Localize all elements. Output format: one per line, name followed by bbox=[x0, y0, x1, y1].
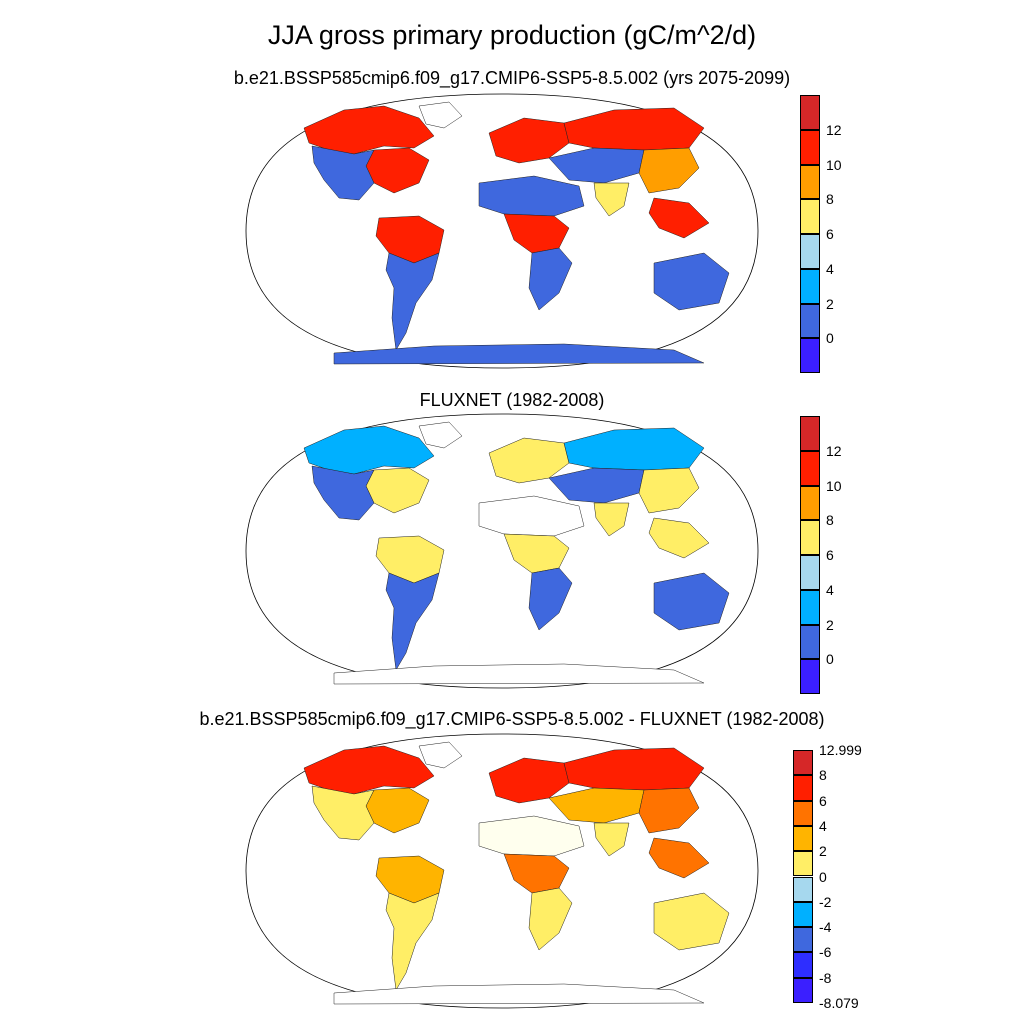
colorbar-swatch bbox=[800, 129, 820, 165]
region-east-asia bbox=[638, 467, 700, 514]
region-east-asia bbox=[638, 147, 700, 194]
colorbar-swatch bbox=[793, 977, 813, 1003]
region-se-asia bbox=[648, 517, 710, 559]
colorbar-swatch bbox=[800, 303, 820, 339]
region-south-america-south bbox=[385, 892, 440, 991]
colorbar-swatch bbox=[793, 750, 813, 776]
region-greenland bbox=[418, 421, 463, 449]
map-obs bbox=[245, 413, 759, 689]
region-sahara bbox=[478, 495, 585, 537]
panel-title-model: b.e21.BSSP585cmip6.f09_g17.CMIP6-SSP5-8.… bbox=[233, 68, 791, 88]
region-antarctica bbox=[333, 343, 705, 365]
region-sahara bbox=[478, 815, 585, 857]
region-europe bbox=[488, 437, 570, 484]
colorbar-label: 12 bbox=[826, 442, 842, 459]
colorbar-label: 0 bbox=[819, 868, 827, 885]
region-australia bbox=[653, 252, 730, 311]
region-canada-boreal bbox=[303, 425, 435, 475]
colorbar-swatch bbox=[800, 624, 820, 660]
colorbar-label: 0 bbox=[826, 651, 834, 668]
colorbar-diff: 12.999 8 6 4 2 0 -2 -4 -6 -8 -8.079 bbox=[793, 742, 863, 1011]
colorbar-swatch bbox=[800, 164, 820, 200]
colorbar-swatch bbox=[793, 952, 813, 978]
colorbar-swatch bbox=[800, 450, 820, 486]
colorbar-swatch bbox=[800, 95, 820, 130]
region-se-asia bbox=[648, 837, 710, 879]
colorbar-label: 10 bbox=[826, 156, 842, 173]
colorbar-swatch bbox=[800, 416, 820, 451]
colorbar-label: 6 bbox=[819, 792, 827, 809]
colorbar-swatch bbox=[793, 927, 813, 953]
region-southern-africa bbox=[528, 567, 573, 631]
colorbar-swatch bbox=[800, 555, 820, 590]
colorbar-swatch bbox=[793, 851, 813, 877]
colorbar-label: 12.999 bbox=[819, 742, 862, 758]
region-canada-boreal bbox=[303, 105, 435, 155]
region-east-asia bbox=[638, 787, 700, 834]
colorbar-label: -2 bbox=[819, 893, 832, 910]
colorbar-model: 12 10 8 6 4 2 0 bbox=[800, 95, 860, 373]
map-model bbox=[245, 93, 759, 369]
colorbar-label: 2 bbox=[826, 616, 834, 633]
region-south-america-south bbox=[385, 252, 440, 351]
colorbar-swatch bbox=[793, 901, 813, 928]
colorbar-swatch bbox=[793, 876, 813, 902]
panel-title-obs: FLUXNET (1982-2008) bbox=[419, 390, 605, 410]
region-greenland bbox=[418, 741, 463, 769]
colorbar-swatch bbox=[793, 800, 813, 826]
region-antarctica bbox=[333, 983, 705, 1005]
colorbar-label: -6 bbox=[819, 944, 832, 961]
colorbar-label: 4 bbox=[826, 581, 834, 598]
region-canada-boreal bbox=[303, 745, 435, 795]
region-south-asia bbox=[593, 822, 630, 857]
colorbar-swatch bbox=[793, 775, 813, 801]
colorbar-label: -4 bbox=[819, 919, 832, 936]
colorbar-label: 8 bbox=[826, 512, 834, 529]
region-europe bbox=[488, 117, 570, 164]
region-western-na bbox=[311, 785, 375, 841]
colorbar-swatch bbox=[800, 199, 820, 234]
colorbar-label: -8 bbox=[819, 969, 832, 986]
colorbar-label: 4 bbox=[826, 260, 834, 277]
region-australia bbox=[653, 892, 730, 951]
colorbar-obs: 12 10 8 6 4 2 0 bbox=[800, 416, 860, 694]
region-australia bbox=[653, 572, 730, 631]
colorbar-swatch bbox=[800, 268, 820, 304]
colorbar-swatch bbox=[800, 338, 820, 373]
region-south-asia bbox=[593, 182, 630, 217]
region-sahara bbox=[478, 175, 585, 217]
colorbar-label: 6 bbox=[826, 226, 834, 242]
region-south-asia bbox=[593, 502, 630, 537]
colorbar-swatch bbox=[800, 589, 820, 625]
region-western-na bbox=[311, 465, 375, 521]
region-se-asia bbox=[648, 197, 710, 239]
colorbar-label: 12 bbox=[826, 121, 842, 138]
region-greenland bbox=[418, 101, 463, 129]
region-europe bbox=[488, 757, 570, 804]
colorbar-label: 6 bbox=[826, 547, 834, 563]
colorbar-swatch bbox=[800, 520, 820, 555]
colorbar-swatch bbox=[800, 659, 820, 694]
region-western-na bbox=[311, 145, 375, 201]
region-southern-africa bbox=[528, 887, 573, 951]
colorbar-swatch bbox=[800, 234, 820, 269]
colorbar-label: 4 bbox=[819, 817, 827, 834]
colorbar-swatch bbox=[800, 485, 820, 521]
colorbar-label: 8 bbox=[819, 767, 827, 784]
colorbar-swatch bbox=[793, 825, 813, 852]
colorbar-label: 8 bbox=[826, 191, 834, 208]
colorbar-label: 2 bbox=[826, 295, 834, 312]
region-southern-africa bbox=[528, 247, 573, 311]
figure-title: JJA gross primary production (gC/m^2/d) bbox=[267, 20, 757, 50]
panel-title-diff: b.e21.BSSP585cmip6.f09_g17.CMIP6-SSP5-8.… bbox=[199, 709, 825, 729]
colorbar-label: 2 bbox=[819, 843, 827, 860]
region-antarctica bbox=[333, 663, 705, 685]
map-diff bbox=[245, 733, 759, 1009]
colorbar-label: 10 bbox=[826, 477, 842, 494]
region-south-america-south bbox=[385, 572, 440, 671]
colorbar-label: 0 bbox=[826, 330, 834, 347]
colorbar-label: -8.079 bbox=[819, 995, 859, 1011]
